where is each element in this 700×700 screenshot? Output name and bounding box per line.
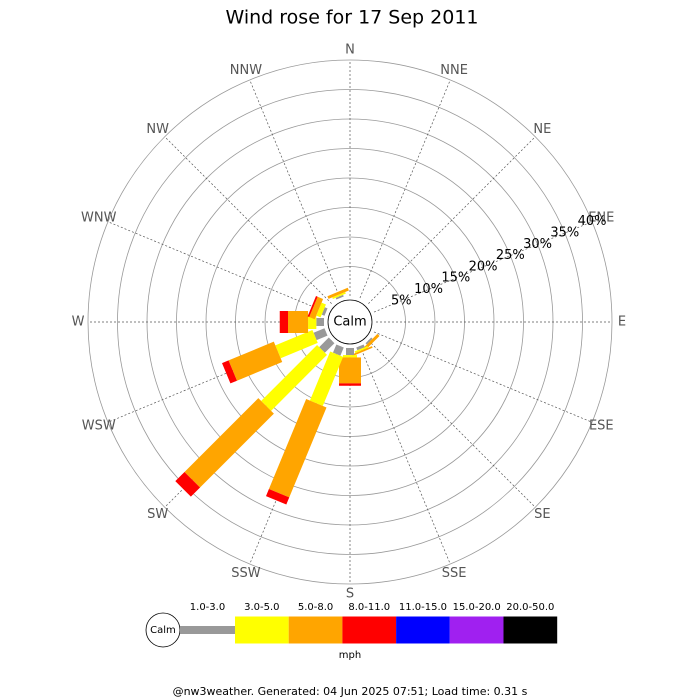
spoke	[164, 136, 332, 304]
bar-segment	[307, 296, 318, 318]
ring	[87, 59, 613, 585]
direction-label: NNW	[230, 63, 262, 78]
bar-segment	[316, 302, 326, 318]
spoke	[373, 331, 593, 423]
bar-segment	[316, 318, 324, 326]
direction-label: N	[345, 43, 355, 58]
bar-segment	[261, 345, 327, 411]
legend-swatch	[396, 616, 450, 644]
bar-segment	[228, 341, 283, 381]
bar-segment	[184, 398, 274, 488]
direction-bar	[265, 344, 344, 505]
spoke	[373, 221, 593, 313]
bar-segment	[275, 329, 318, 359]
r-tick-label: 10%	[414, 282, 443, 297]
calm-label: Calm	[333, 315, 366, 330]
bar-segment	[222, 360, 237, 384]
spoke	[368, 340, 536, 508]
direction-label: E	[618, 315, 626, 330]
bar-segment	[279, 311, 289, 333]
bar-segment	[343, 355, 357, 358]
bar-segment	[175, 471, 201, 497]
bar-segment	[265, 488, 290, 505]
direction-label: SSE	[442, 566, 467, 581]
legend-swatch	[180, 626, 235, 634]
bar-segment	[319, 337, 335, 353]
bar-segment	[351, 346, 373, 357]
legend-swatch	[503, 616, 558, 644]
legend-swatch	[449, 616, 504, 644]
direction-bar	[175, 337, 335, 497]
bar-segment	[339, 383, 361, 386]
r-tick-label: 30%	[523, 237, 552, 252]
direction-bar	[339, 348, 361, 386]
direction-label: SE	[534, 507, 550, 522]
bar-segment	[332, 344, 344, 356]
legend-title: mph	[339, 650, 361, 661]
r-tick-label: 35%	[550, 226, 579, 241]
chart-title: Wind rose for 17 Sep 2011	[225, 7, 478, 29]
calm-circle	[327, 299, 373, 345]
r-tick-label: 40%	[578, 214, 607, 229]
ring	[176, 148, 524, 496]
bar-segment	[288, 311, 309, 333]
legend-label: 5.0-8.0	[298, 602, 333, 613]
direction-label: SSW	[231, 566, 261, 581]
direction-label: S	[346, 587, 354, 602]
direction-bar	[351, 344, 373, 357]
bar-segment	[332, 292, 346, 300]
legend-swatch	[288, 616, 343, 644]
legend-calm-label: Calm	[150, 625, 176, 636]
direction-label: NNE	[440, 63, 468, 78]
legend-label: 8.0-11.0	[348, 602, 390, 613]
direction-label: WSW	[82, 419, 116, 434]
direction-bar	[222, 328, 328, 384]
direction-label: ESE	[589, 419, 614, 434]
legend-swatch	[235, 616, 289, 644]
bar-segment	[268, 399, 327, 498]
bar-segment	[327, 287, 349, 299]
direction-label: NW	[146, 122, 169, 137]
direction-label: ENE	[588, 210, 614, 225]
bar-segment	[346, 348, 354, 356]
footer: @nw3weather. Generated: 04 Jun 2025 07:5…	[173, 685, 528, 698]
spoke	[368, 136, 536, 304]
ring	[264, 236, 436, 408]
bar-segment	[354, 346, 369, 354]
legend-label: 3.0-5.0	[244, 602, 279, 613]
r-tick-label: 20%	[469, 259, 498, 274]
spoke	[249, 79, 341, 299]
direction-label: NE	[533, 122, 551, 137]
spoke	[359, 79, 451, 299]
legend-label: 15.0-20.0	[453, 602, 501, 613]
ring	[117, 89, 583, 555]
direction-label: SW	[147, 507, 168, 522]
bar-segment	[339, 357, 361, 384]
bar-segment	[309, 296, 324, 320]
legend-label: 20.0-50.0	[506, 602, 554, 613]
direction-label: WNW	[81, 210, 117, 225]
spoke	[107, 331, 327, 423]
direction-bar	[307, 296, 328, 320]
spoke	[359, 345, 451, 565]
r-tick-label: 25%	[496, 248, 525, 263]
legend-label: 1.0-3.0	[190, 602, 225, 613]
direction-bar	[327, 287, 349, 300]
r-tick-label: 5%	[391, 293, 412, 308]
r-tick-label: 15%	[441, 271, 470, 286]
bar-segment	[321, 307, 328, 316]
spoke	[107, 221, 327, 313]
bar-segment	[309, 351, 344, 406]
direction-label: W	[72, 315, 85, 330]
bar-segment	[313, 328, 328, 341]
bar-segment	[356, 344, 365, 351]
bar-segment	[335, 294, 344, 300]
legend-label: 11.0-15.0	[399, 602, 447, 613]
legend-swatch	[342, 616, 397, 644]
bar-segment	[365, 337, 373, 345]
